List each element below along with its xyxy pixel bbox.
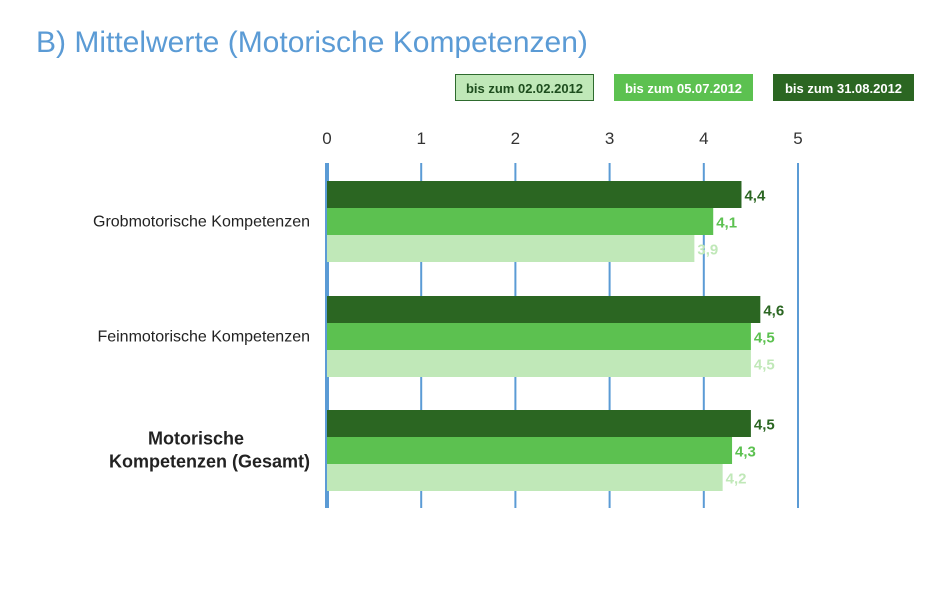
bar-1-series-2 [327, 208, 714, 235]
value-label-3-series-3: 4,2 [726, 471, 747, 488]
bar-2-series-1 [327, 296, 761, 323]
tick-label-5: 5 [793, 129, 802, 148]
tick-label-1: 1 [416, 129, 425, 148]
legend-item-02-02-2012: bis zum 02.02.2012 [455, 74, 594, 101]
value-label-1-series-3: 3,9 [697, 242, 718, 259]
bar-2-series-3 [327, 350, 751, 377]
value-label-2-series-3: 4,5 [754, 357, 775, 374]
category-label-2: Feinmotorische Kompetenzen [97, 329, 310, 346]
bar-2-series-2 [327, 323, 751, 350]
value-label-1-series-1: 4,4 [744, 188, 766, 205]
category-label-3: Motorische Kompetenzen (Gesamt) [109, 429, 310, 472]
value-label-3-series-1: 4,5 [754, 417, 775, 434]
bar-3-series-3 [327, 464, 723, 491]
value-label-1-series-2: 4,1 [716, 215, 737, 232]
bar-1-series-1 [327, 181, 742, 208]
value-label-2-series-2: 4,5 [754, 330, 775, 347]
tick-label-4: 4 [699, 129, 708, 148]
legend-item-31-08-2012: bis zum 31.08.2012 [773, 74, 914, 101]
bar-1-series-3 [327, 235, 695, 262]
category-label-1: Grobmotorische Kompetenzen [93, 214, 310, 231]
bar-3-series-2 [327, 437, 733, 464]
legend-item-05-07-2012: bis zum 05.07.2012 [614, 74, 753, 101]
tick-label-2: 2 [511, 129, 520, 148]
chart-title: B) Mittelwerte (Motorische Kompetenzen) [36, 26, 588, 59]
tick-label-3: 3 [605, 129, 614, 148]
value-label-2-series-1: 4,6 [763, 303, 784, 320]
tick-label-0: 0 [322, 129, 331, 148]
value-label-3-series-2: 4,3 [735, 444, 756, 461]
bar-3-series-1 [327, 410, 751, 437]
